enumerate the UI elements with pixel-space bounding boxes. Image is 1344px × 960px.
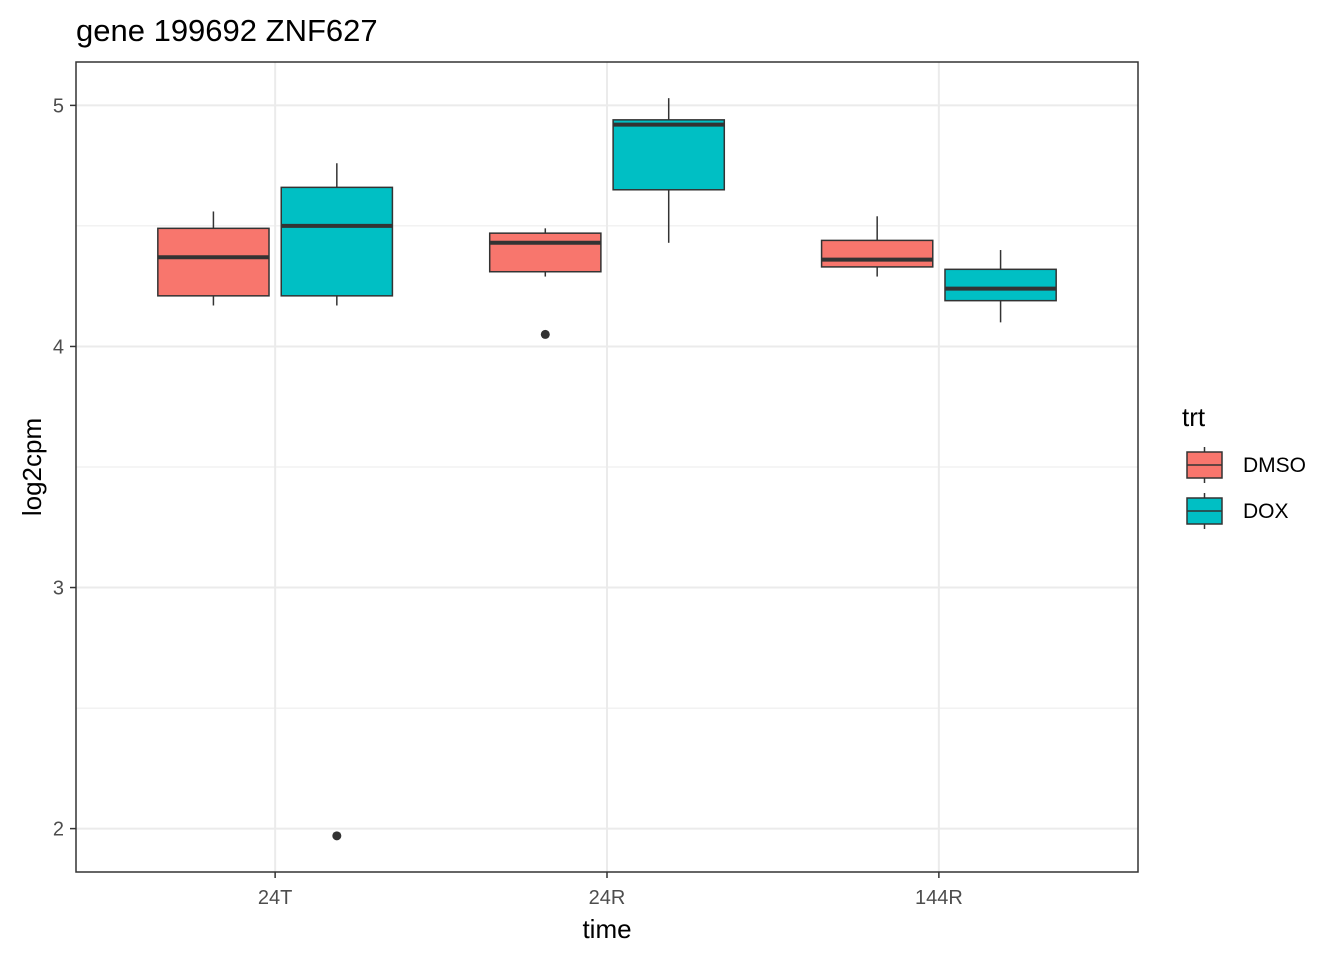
y-tick-label: 5: [53, 95, 64, 117]
y-axis-ticks: 2 3 4 5: [53, 95, 76, 841]
x-tick-label: 144R: [915, 887, 963, 909]
x-axis-title: time: [582, 914, 631, 944]
box-iqr: [944, 268, 1057, 302]
box-dox-24t: [280, 163, 394, 841]
grid-lines: [76, 62, 1138, 872]
box-dmso-144r: [820, 216, 934, 277]
box-iqr: [488, 232, 602, 273]
y-tick-label: 4: [53, 336, 64, 358]
legend-item-dox: DOX: [1186, 493, 1289, 529]
y-axis-title: log2cpm: [17, 418, 47, 516]
box-iqr: [612, 119, 726, 191]
box-dmso-24t: [157, 211, 270, 306]
box-dmso-24r: [488, 228, 602, 339]
legend-label: DOX: [1243, 500, 1289, 523]
y-tick-label: 3: [53, 578, 64, 600]
legend: trt DMSO DOX: [1182, 402, 1306, 529]
box-dox-144r: [944, 250, 1057, 323]
legend-title: trt: [1182, 402, 1206, 432]
box-iqr: [820, 239, 934, 268]
y-tick-label: 2: [53, 819, 64, 841]
outlier-point: [540, 329, 550, 339]
box-dox-24r: [612, 98, 726, 243]
box-series: [157, 98, 1057, 841]
chart-title: gene 199692 ZNF627: [76, 13, 378, 48]
x-tick-label: 24T: [258, 887, 292, 909]
legend-item-dmso: DMSO: [1186, 447, 1306, 483]
box-iqr: [280, 186, 394, 297]
legend-label: DMSO: [1243, 454, 1306, 477]
x-axis-ticks: 24T 24R 144R: [258, 872, 963, 909]
outlier-point: [332, 831, 342, 841]
x-tick-label: 24R: [589, 887, 626, 909]
box-iqr: [157, 227, 270, 297]
